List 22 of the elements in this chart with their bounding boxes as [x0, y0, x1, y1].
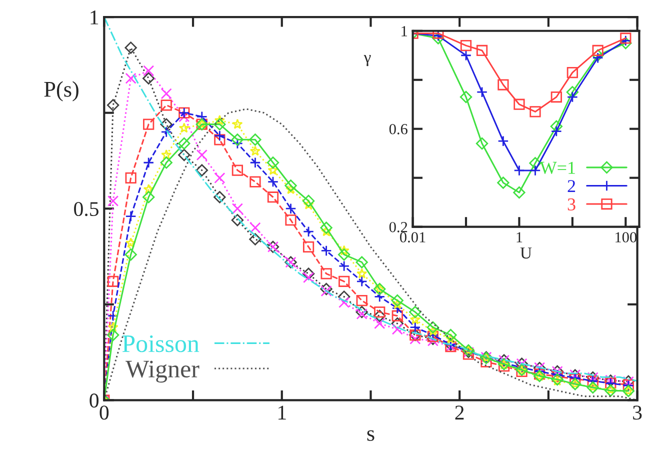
x-tick-label: 1 — [278, 406, 286, 420]
x-tick-label: 2 — [455, 406, 464, 420]
y-tick-label: 0.6 — [389, 124, 408, 134]
x-tick-label: 1 — [516, 232, 522, 242]
x-tick-label: 0.01 — [400, 232, 426, 242]
y-tick-label: 0.2 — [389, 222, 408, 232]
x-axis-title: s — [367, 430, 374, 441]
legend-label: 3 — [568, 198, 576, 211]
legend-label: 2 — [568, 180, 576, 192]
y-tick-label: 0.5 — [74, 202, 98, 216]
y-axis-title: γ — [364, 54, 371, 66]
x-tick-label: 100 — [616, 232, 637, 242]
x-axis-title: U — [520, 248, 532, 259]
x-tick-label: 0 — [100, 406, 109, 420]
y-tick-label: 0 — [90, 394, 99, 408]
legend-label: W=1 — [540, 162, 575, 174]
legend-label: Poisson — [122, 335, 200, 352]
y-tick-label: 1 — [90, 10, 98, 24]
y-axis-title: P(s) — [44, 81, 78, 102]
y-tick-label: 1 — [402, 26, 408, 36]
x-tick-label: 3 — [633, 406, 642, 420]
legend-label: Wigner — [126, 360, 200, 383]
